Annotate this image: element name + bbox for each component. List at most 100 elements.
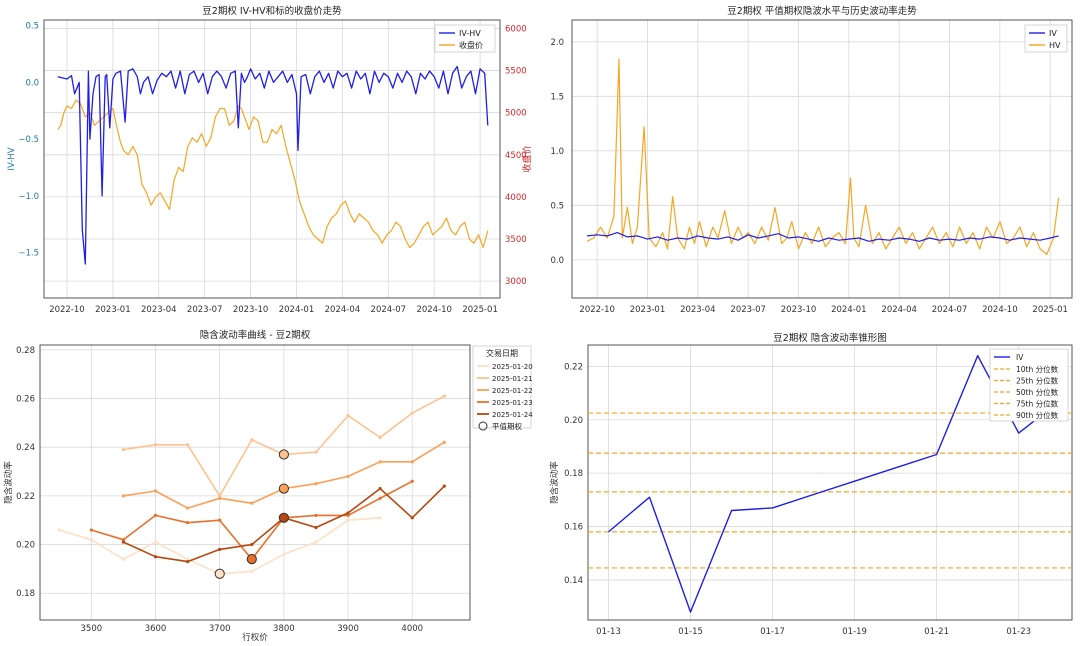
atm-marker: [214, 568, 225, 579]
data-point: [250, 569, 254, 573]
legend-label: IV: [1016, 353, 1024, 362]
y2-tick-label: 3000: [505, 277, 527, 287]
data-point: [218, 494, 222, 498]
y-tick-label: 0.18: [16, 589, 35, 599]
x-tick-label: 2024-07: [932, 305, 968, 315]
x-tick-label: 2023-07: [730, 305, 766, 315]
x-tick-label: 2023-10: [781, 305, 817, 315]
data-point: [346, 413, 350, 418]
x-tick-label: 01-21: [924, 627, 949, 637]
data-point: [442, 484, 446, 488]
legend-box: [434, 24, 496, 53]
data-point: [121, 538, 126, 542]
x-axis-label: 行权价: [242, 632, 268, 643]
legend-label: 平值期权: [492, 421, 522, 431]
x-tick-label: 01-23: [1006, 627, 1031, 637]
x-tick-label: 2022-10: [579, 305, 615, 315]
data-point: [89, 528, 93, 532]
legend-label: 75th 分位数: [1016, 399, 1059, 409]
x-tick-label: 4000: [401, 624, 423, 634]
plot-frame: [43, 19, 501, 299]
x-tick-label: 2024-10: [982, 305, 1018, 315]
data-point: [250, 542, 254, 547]
chart-iv-cone: 豆2期权 隐含波动率锥形图 01-13 01-15 01-17 01-19 01-21 01…: [549, 332, 1073, 637]
legend-label: IV: [1049, 29, 1057, 38]
data-point: [314, 450, 318, 454]
x-tick-label: 2023-07: [187, 305, 223, 315]
data-point: [282, 552, 286, 556]
x-tick-label: 2025-01: [462, 305, 498, 315]
chart-iv-hv-price: 豆2期权 IV-HV和标的收盘价走势 2022-10 2023-01 2023-04 2…: [7, 5, 533, 315]
y-tick-label: 0.24: [16, 443, 35, 453]
y2-axis-label: 收盘价: [521, 145, 533, 172]
data-point: [346, 513, 350, 517]
y-tick-label: 1.5: [550, 92, 564, 102]
legend-title: 交易日期: [486, 348, 518, 358]
data-point: [121, 540, 126, 544]
series-line-price: [57, 99, 489, 249]
y-tick-label: 1.0: [550, 147, 564, 157]
chart-title: 隐含波动率曲线 - 豆2期权: [200, 329, 311, 341]
x-tick-label: 3500: [81, 624, 103, 634]
y-tick-label: 0.14: [564, 576, 583, 586]
y-tick-label: 0.18: [564, 469, 583, 479]
x-tick-label: 2024-04: [325, 305, 361, 315]
legend-label: 2025-01-20: [492, 363, 533, 371]
data-point: [442, 440, 446, 444]
data-point: [153, 489, 158, 493]
y-tick-label: 0.5: [25, 22, 39, 32]
data-point: [153, 555, 158, 559]
data-point: [314, 540, 318, 544]
y2-tick-label: 4000: [505, 193, 527, 203]
y2-tick-label: 4500: [505, 151, 527, 161]
y-tick-label: −1.0: [18, 192, 39, 202]
data-point: [121, 494, 126, 498]
series-line-iv: [587, 232, 1059, 242]
data-point: [250, 438, 254, 442]
y2-tick-label: 3500: [505, 235, 527, 245]
atm-marker: [278, 483, 289, 494]
legend-label: 2025-01-22: [492, 387, 533, 395]
data-point: [378, 435, 382, 440]
data-point: [410, 411, 414, 415]
data-point: [218, 518, 222, 522]
x-tick-label: 2025-01: [1032, 305, 1068, 315]
data-point: [186, 506, 190, 510]
data-point: [186, 559, 190, 564]
data-point: [186, 557, 190, 561]
data-point: [410, 460, 414, 464]
x-tick-label: 2024-01: [831, 305, 867, 315]
data-point: [250, 501, 254, 505]
y-tick-label: −0.5: [18, 135, 39, 145]
legend-box: [989, 348, 1069, 422]
data-point: [153, 513, 158, 517]
data-point: [121, 557, 126, 561]
plot-frame: [571, 19, 1073, 299]
x-tick-label: 2022-10: [49, 305, 85, 315]
series-line-iv: [608, 355, 1061, 613]
plot-frame: [39, 344, 471, 621]
y-tick-label: 0.5: [550, 201, 564, 211]
legend-label: 50th 分位数: [1016, 387, 1059, 397]
data-point: [378, 460, 382, 464]
x-tick-label: 2023-10: [233, 305, 269, 315]
y-tick-label: 0.26: [16, 395, 35, 405]
data-point: [314, 482, 318, 486]
y2-tick-label: 5000: [505, 109, 527, 119]
atm-marker: [278, 449, 289, 460]
data-point: [218, 496, 222, 500]
y-tick-label: 0.0: [550, 256, 564, 266]
data-point: [153, 540, 158, 544]
y-axis-label: IV-HV: [7, 147, 17, 170]
data-point: [378, 516, 382, 520]
series-line-hv: [586, 58, 1060, 255]
legend-label: IV-HV: [459, 29, 481, 38]
y-tick-label: 0.20: [16, 541, 35, 551]
x-tick-label: 01-15: [678, 627, 703, 637]
legend-label: 90th 分位数: [1016, 410, 1059, 420]
chart-iv-smile: 隐含波动率曲线 - 豆2期权 3500 3600 3700 3800 3900 4000 0.…: [3, 329, 533, 643]
y-tick-label: 2.0: [550, 38, 564, 48]
y2-tick-label: 5500: [505, 67, 527, 77]
data-point: [314, 525, 318, 530]
